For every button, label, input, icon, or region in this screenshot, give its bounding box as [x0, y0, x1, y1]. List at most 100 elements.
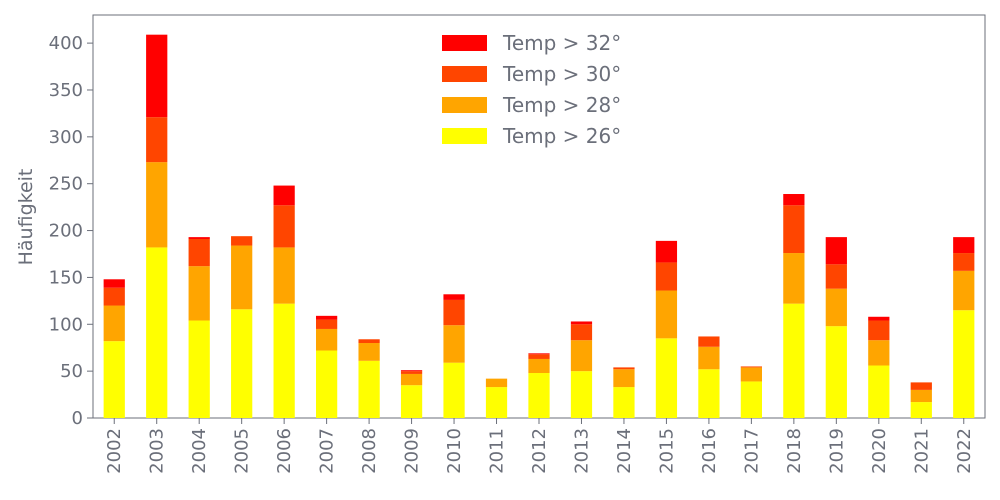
bar-2015-series-2 — [655, 262, 678, 291]
bar-2009-series-3 — [400, 370, 423, 372]
bar-2012-series-0 — [528, 373, 550, 418]
bar-2010-series-0 — [443, 362, 465, 418]
bar-2015-series-0 — [655, 338, 678, 418]
bar-2016-series-1 — [698, 346, 720, 370]
bar-2012-series-3 — [528, 353, 550, 355]
bar-2004-series-0 — [188, 320, 210, 418]
bar-2002-series-3 — [103, 279, 125, 288]
bar-2019-series-3 — [825, 237, 847, 265]
bar-2015-series-1 — [655, 290, 678, 339]
legend-label: Temp > 30° — [502, 62, 621, 86]
legend-swatch — [442, 66, 487, 82]
bar-2022-series-3 — [953, 237, 975, 254]
bar-2022-series-0 — [953, 310, 975, 418]
bar-2019-series-2 — [825, 264, 847, 289]
bar-2007-series-1 — [316, 328, 338, 351]
x-tick-label: 2006 — [274, 428, 295, 474]
bar-2009-series-1 — [400, 373, 423, 386]
y-tick-label: 0 — [72, 408, 83, 429]
bar-2006-series-1 — [273, 247, 295, 304]
bar-2006-series-0 — [273, 303, 295, 418]
bar-2008-series-1 — [358, 343, 380, 361]
bar-2009-series-0 — [400, 385, 423, 418]
bar-2010-series-2 — [443, 299, 465, 326]
bar-2006-series-3 — [273, 185, 295, 206]
bar-2003-series-3 — [146, 34, 168, 118]
bar-2005-series-0 — [231, 309, 253, 418]
x-tick-label: 2021 — [911, 428, 932, 474]
x-tick-label: 2014 — [614, 428, 635, 474]
x-tick-label: 2019 — [826, 428, 847, 474]
bar-2017-series-2 — [740, 366, 762, 368]
y-tick-label: 400 — [49, 33, 83, 54]
x-tick-label: 2012 — [529, 428, 550, 474]
legend-swatch — [442, 128, 487, 144]
x-tick-label: 2009 — [402, 428, 423, 474]
bar-2008-series-0 — [358, 360, 380, 418]
bar-2010-series-3 — [443, 294, 465, 300]
bar-2004-series-2 — [188, 238, 210, 267]
bar-2022-series-1 — [953, 270, 975, 311]
legend-label: Temp > 32° — [502, 31, 621, 55]
bar-2007-series-0 — [316, 350, 338, 418]
bar-2017-series-1 — [740, 367, 762, 382]
x-tick-label: 2003 — [147, 428, 168, 474]
x-tick-label: 2008 — [359, 428, 380, 474]
bar-2018-series-0 — [783, 303, 805, 418]
y-tick-label: 100 — [49, 314, 83, 335]
x-tick-label: 2022 — [954, 428, 975, 474]
bar-2010-series-1 — [443, 325, 465, 363]
bar-2002-series-1 — [103, 305, 125, 342]
x-tick-label: 2015 — [656, 428, 677, 474]
x-tick-label: 2013 — [571, 428, 592, 474]
bar-2014-series-1 — [613, 369, 635, 388]
bar-2013-series-1 — [570, 340, 593, 372]
y-tick-label: 250 — [49, 174, 83, 195]
y-axis: 0 50 100 150 200 250 300 350 400 — [49, 33, 93, 429]
bar-2019-series-1 — [825, 288, 847, 327]
x-tick-label: 2002 — [104, 428, 125, 474]
bar-2006-series-2 — [273, 205, 295, 248]
bar-2005-series-1 — [231, 245, 253, 310]
y-tick-label: 350 — [49, 80, 83, 101]
bar-2018-series-1 — [783, 253, 805, 304]
x-tick-label: 2018 — [784, 428, 805, 474]
legend-label: Temp > 26° — [502, 124, 621, 148]
y-tick-label: 200 — [49, 221, 83, 242]
x-tick-label: 2004 — [189, 428, 210, 474]
bar-2016-series-0 — [698, 369, 720, 418]
bar-2003-series-0 — [146, 247, 168, 418]
bar-2002-series-2 — [103, 287, 125, 306]
bar-2002-series-0 — [103, 341, 125, 418]
bar-2021-series-0 — [910, 402, 932, 418]
legend-swatch — [442, 35, 487, 51]
bar-2015-series-3 — [655, 240, 678, 263]
bar-2013-series-3 — [570, 321, 593, 325]
bar-2021-series-1 — [910, 389, 932, 403]
bar-2012-series-2 — [528, 354, 550, 359]
x-axis: 2002 2003 2004 2005 2006 2007 2008 2009 2010 2011… — [104, 418, 975, 474]
y-tick-label: 50 — [60, 361, 83, 382]
bar-2020-series-1 — [868, 340, 890, 366]
bars — [103, 34, 975, 418]
bar-2014-series-2 — [613, 367, 635, 370]
bar-2004-series-1 — [188, 266, 210, 321]
bar-2009-series-2 — [400, 371, 423, 374]
bar-2005-series-2 — [231, 236, 253, 246]
legend: Temp > 32° Temp > 30° Temp > 28° Temp > 26° — [442, 31, 621, 148]
bar-2003-series-2 — [146, 117, 168, 163]
bar-2018-series-3 — [783, 194, 805, 206]
bar-2013-series-2 — [570, 324, 593, 341]
bar-2020-series-3 — [868, 316, 890, 321]
bar-2020-series-2 — [868, 320, 890, 341]
bar-2003-series-1 — [146, 162, 168, 248]
x-tick-label: 2020 — [869, 428, 890, 474]
y-tick-label: 300 — [49, 127, 83, 148]
y-tick-label: 150 — [49, 267, 83, 288]
y-axis-label: Häufigkeit — [15, 169, 37, 266]
x-tick-label: 2016 — [699, 428, 720, 474]
x-tick-label: 2017 — [741, 428, 762, 474]
bar-2007-series-2 — [316, 319, 338, 329]
legend-label: Temp > 28° — [502, 93, 621, 117]
